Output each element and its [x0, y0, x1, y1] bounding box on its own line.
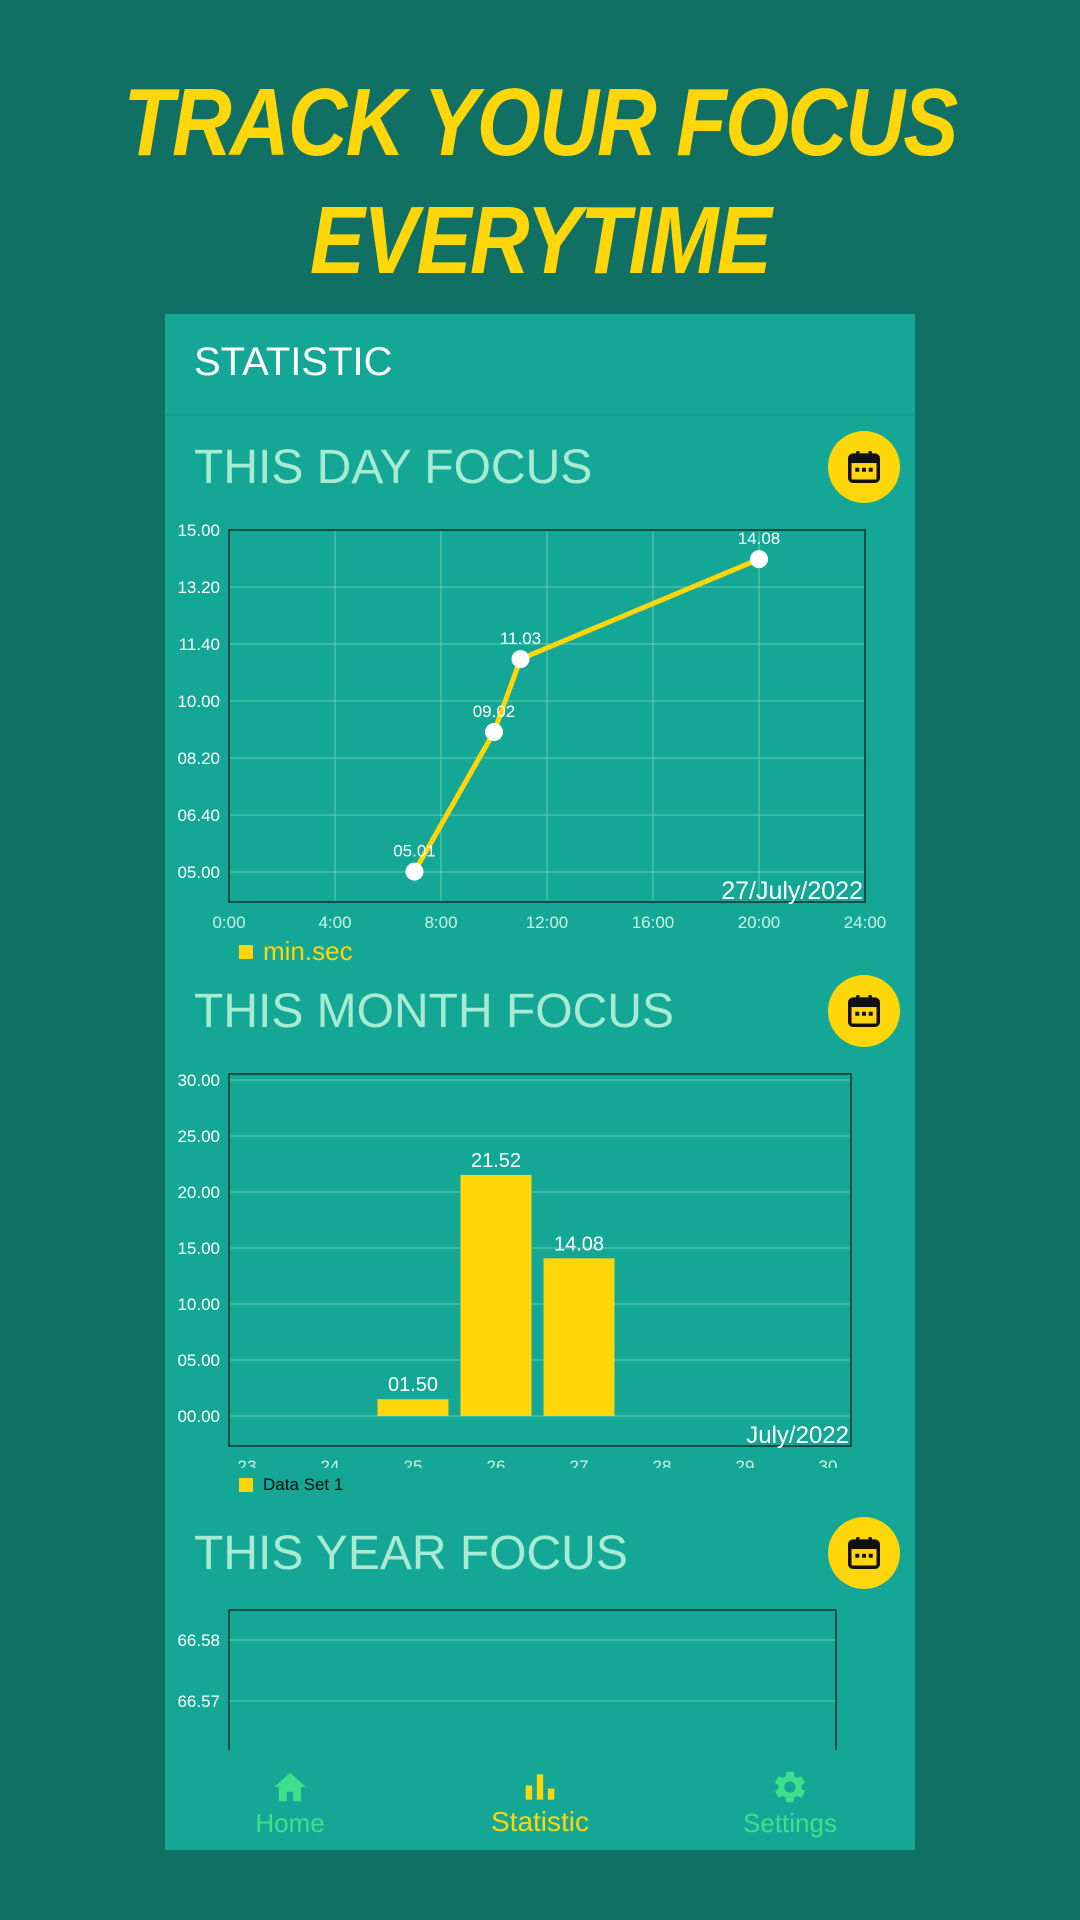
day-calendar-button[interactable]: [828, 431, 900, 503]
year-focus-title: THIS YEAR FOCUS: [194, 1527, 628, 1580]
calendar-icon: [848, 1537, 880, 1569]
y-tick-label: 20.00: [177, 1183, 220, 1202]
x-tick-label: 25: [404, 1457, 423, 1468]
plot-border: [228, 529, 866, 903]
year-calendar-button[interactable]: [828, 1517, 900, 1589]
bar-value-label: 14.08: [554, 1233, 604, 1255]
bar: [377, 1399, 449, 1416]
calendar-icon: [848, 995, 880, 1027]
x-tick-label: 26: [487, 1457, 506, 1468]
chart-date-label: 27/July/2022: [721, 877, 863, 905]
y-tick-label: 13.20: [177, 578, 220, 597]
x-tick-label: 29: [736, 1457, 755, 1468]
y-tick-label: 05.00: [177, 1351, 220, 1370]
bar: [543, 1258, 615, 1416]
day-line-chart: 0:00 4:00 8:00 12:00 16:00 20:00 24:00 15.00 13.…: [177, 521, 887, 932]
nav-home[interactable]: Home: [165, 1750, 415, 1850]
month-legend: Data Set 1: [239, 1475, 343, 1495]
x-tick-label: 24:00: [844, 913, 887, 932]
nav-statistic-label: Statistic: [490, 1806, 590, 1837]
y-tick-label: 05.00: [177, 863, 220, 882]
month-bar-chart: 30.00 25.00 20.00 15.00 10.00 05.00 00.00 23 24 2…: [177, 1071, 852, 1468]
focus-line: [412, 556, 760, 873]
y-tick-label: 06.40: [177, 806, 220, 825]
home-icon: [274, 1772, 306, 1802]
headline: TRACK YOUR FOCUS EVERYTIME: [76, 64, 1005, 300]
day-focus-chart: 0:00 4:00 8:00 12:00 16:00 20:00 24:00 15.00 13.…: [165, 514, 915, 934]
page-title: STATISTIC: [194, 340, 393, 384]
x-tick-label: 23: [238, 1457, 257, 1468]
nav-settings[interactable]: Settings: [665, 1750, 915, 1850]
x-tick-label: 20:00: [738, 913, 781, 932]
y-tick-label: 66.58: [177, 1631, 220, 1650]
y-tick-label: 15.00: [177, 1239, 220, 1258]
x-tick-label: 12:00: [526, 913, 569, 932]
bar-chart-icon: [525, 1774, 555, 1800]
month-focus-title: THIS MONTH FOCUS: [194, 985, 674, 1038]
y-tick-label: 30.00: [177, 1071, 220, 1090]
y-tick-label: 11.40: [179, 635, 220, 654]
y-tick-label: 00.00: [177, 1407, 220, 1426]
legend-swatch: [239, 944, 253, 959]
y-tick-label: 08.20: [177, 749, 220, 768]
calendar-icon: [848, 451, 880, 483]
nav-home-label: Home: [255, 1808, 325, 1838]
app-screen: STATISTIC THIS DAY FOCUS 0:00 4:00 8:00 12:…: [165, 314, 915, 1850]
year-line-chart: 66.58 66.57: [177, 1609, 837, 1754]
x-tick-label: 16:00: [632, 913, 675, 932]
data-label: 14.08: [738, 529, 781, 548]
x-tick-label: 24: [321, 1457, 340, 1468]
bottom-navigation: Home Statistic Settings: [165, 1750, 915, 1850]
day-legend-label: min.sec: [263, 936, 353, 966]
x-tick-label: 27: [570, 1457, 589, 1468]
y-tick-label: 25.00: [177, 1127, 220, 1146]
y-tick-label: 10.00: [177, 692, 220, 711]
nav-settings-label: Settings: [743, 1808, 837, 1838]
headline-line-2: EVERYTIME: [309, 187, 772, 294]
x-tick-label: 8:00: [424, 913, 457, 932]
data-point: [750, 550, 768, 569]
data-point: [405, 862, 424, 881]
month-calendar-button[interactable]: [828, 975, 900, 1047]
app-bar: STATISTIC: [165, 314, 915, 416]
x-tick-label: 30: [819, 1457, 838, 1468]
y-tick-label: 15.00: [177, 521, 220, 540]
data-label: 11.03: [500, 629, 541, 648]
x-tick-label: 0:00: [212, 913, 245, 932]
plot-border: [228, 1073, 852, 1447]
month-focus-chart: 30.00 25.00 20.00 15.00 10.00 05.00 00.00 23 24 2…: [165, 1058, 915, 1468]
gear-icon: [775, 1771, 805, 1803]
headline-line-1: TRACK YOUR FOCUS: [123, 69, 958, 176]
y-tick-label: 66.57: [177, 1692, 220, 1711]
year-focus-chart: 66.58 66.57: [165, 1594, 915, 1754]
day-legend: min.sec: [239, 936, 353, 967]
data-point: [511, 650, 530, 669]
legend-swatch: [239, 1478, 253, 1492]
y-tick-label: 10.00: [177, 1295, 220, 1314]
x-tick-label: 28: [653, 1457, 672, 1468]
data-point: [485, 723, 503, 742]
nav-statistic[interactable]: Statistic: [415, 1750, 665, 1850]
bar-value-label: 01.50: [388, 1374, 438, 1396]
data-label: 09.02: [473, 702, 516, 721]
day-focus-title: THIS DAY FOCUS: [194, 441, 593, 494]
data-label: 05.01: [393, 842, 436, 861]
bar: [460, 1174, 532, 1416]
x-tick-label: 4:00: [318, 913, 351, 932]
chart-date-label: July/2022: [746, 1422, 849, 1449]
month-legend-label: Data Set 1: [263, 1475, 344, 1494]
bar-value-label: 21.52: [471, 1150, 521, 1172]
